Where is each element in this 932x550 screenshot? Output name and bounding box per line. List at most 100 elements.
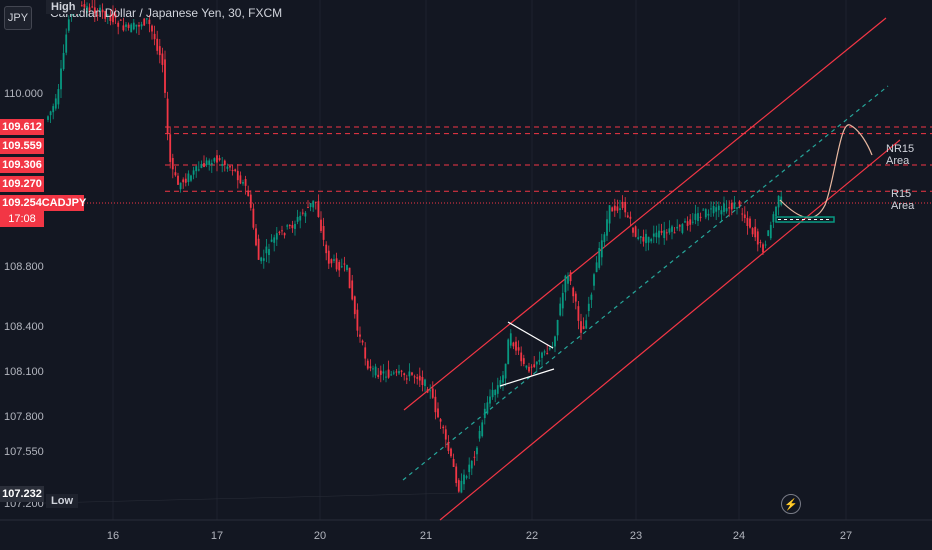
candle-body: [611, 207, 614, 212]
candle-body: [699, 216, 702, 218]
candle-body: [444, 429, 447, 440]
candle-body: [616, 206, 619, 211]
candle-body: [554, 336, 556, 347]
candle-body: [190, 175, 192, 181]
candle-body: [356, 309, 359, 331]
candle-body: [361, 340, 364, 343]
candle-body: [179, 182, 182, 190]
candle-body: [619, 208, 621, 211]
candle-body: [132, 22, 135, 30]
candle-body: [515, 341, 517, 351]
candle-body: [439, 419, 442, 422]
candle-body: [767, 230, 770, 236]
price-tick-label: 107.550: [4, 446, 44, 458]
candle-body: [769, 224, 772, 239]
candle-body: [312, 200, 315, 208]
candle-body: [257, 238, 260, 260]
candle-body: [145, 18, 148, 20]
candle-body: [369, 366, 372, 369]
candle-body: [314, 201, 317, 203]
candle-body: [650, 239, 653, 242]
candle-body: [229, 166, 231, 168]
candle-body: [556, 320, 559, 336]
candle-body: [223, 160, 226, 166]
r15-area-label: R15 Area: [891, 188, 915, 212]
candle-body: [772, 214, 775, 223]
candle-body: [299, 215, 302, 221]
candle-body: [663, 230, 666, 239]
candle-body: [83, 4, 86, 8]
candle-body: [720, 210, 723, 215]
candle-body: [530, 366, 533, 368]
candle-body: [60, 68, 62, 90]
candle-body: [496, 385, 499, 394]
price-pill: 109.559: [0, 138, 44, 154]
candle-body: [486, 402, 489, 414]
candle-body: [736, 207, 738, 209]
candle-body: [421, 376, 424, 385]
lightning-icon[interactable]: ⚡: [781, 494, 801, 514]
low-tag: Low: [46, 494, 78, 508]
candle-body: [764, 244, 767, 246]
candle-body: [54, 98, 57, 109]
candle-body: [460, 480, 463, 493]
candle-body: [143, 18, 146, 26]
candle-body: [691, 221, 694, 223]
candle-body: [239, 175, 242, 184]
candle-body: [777, 195, 780, 208]
drawing-overlay: [43, 124, 873, 504]
candle-body: [171, 158, 174, 170]
candle-body: [431, 388, 434, 398]
price-pill: 107.232: [0, 486, 44, 502]
candle-body: [346, 264, 348, 271]
price-pill: 109.270: [0, 176, 44, 192]
price-pill: 109.612: [0, 119, 44, 135]
current-symbol-tag: CADJPY: [41, 195, 87, 211]
candle-body: [629, 216, 632, 219]
candle-body: [655, 232, 658, 238]
candle-body: [647, 236, 650, 243]
candle-body: [507, 339, 510, 365]
candle-body: [437, 408, 439, 418]
candle-body: [327, 250, 330, 264]
candle-body: [418, 375, 421, 381]
candle-body: [710, 208, 712, 210]
symbol-button[interactable]: JPY: [4, 6, 32, 30]
candle-body: [197, 169, 200, 171]
candle-body: [309, 203, 312, 208]
candle-body: [424, 379, 426, 387]
candles: [47, 0, 783, 494]
time-tick-label: 24: [732, 530, 746, 542]
candle-body: [463, 474, 465, 485]
candle-body: [252, 208, 255, 228]
candle-body: [481, 422, 484, 437]
candle-body: [494, 389, 497, 396]
candle-body: [99, 7, 101, 13]
candle-body: [395, 371, 398, 373]
candle-body: [564, 275, 567, 293]
candle-body: [585, 320, 588, 329]
candle-body: [213, 158, 216, 162]
candle-body: [613, 205, 616, 211]
candle-body: [301, 212, 304, 214]
candle-body: [577, 306, 580, 321]
candle-body: [119, 19, 122, 21]
candle-body: [117, 22, 120, 27]
candle-body: [499, 380, 502, 388]
candle-body: [491, 389, 494, 398]
candle-body: [195, 166, 198, 172]
candle-body: [335, 258, 338, 270]
level-lines: [84, 126, 932, 204]
candle-body: [504, 363, 507, 379]
candle-body: [416, 377, 419, 379]
candle-body: [127, 24, 130, 28]
candle-body: [478, 430, 481, 439]
candle-body: [343, 263, 346, 265]
candle-body: [288, 225, 291, 227]
candle-body: [665, 232, 668, 234]
candle-body: [476, 447, 478, 455]
candle-body: [351, 280, 354, 300]
candle-body: [348, 267, 351, 289]
